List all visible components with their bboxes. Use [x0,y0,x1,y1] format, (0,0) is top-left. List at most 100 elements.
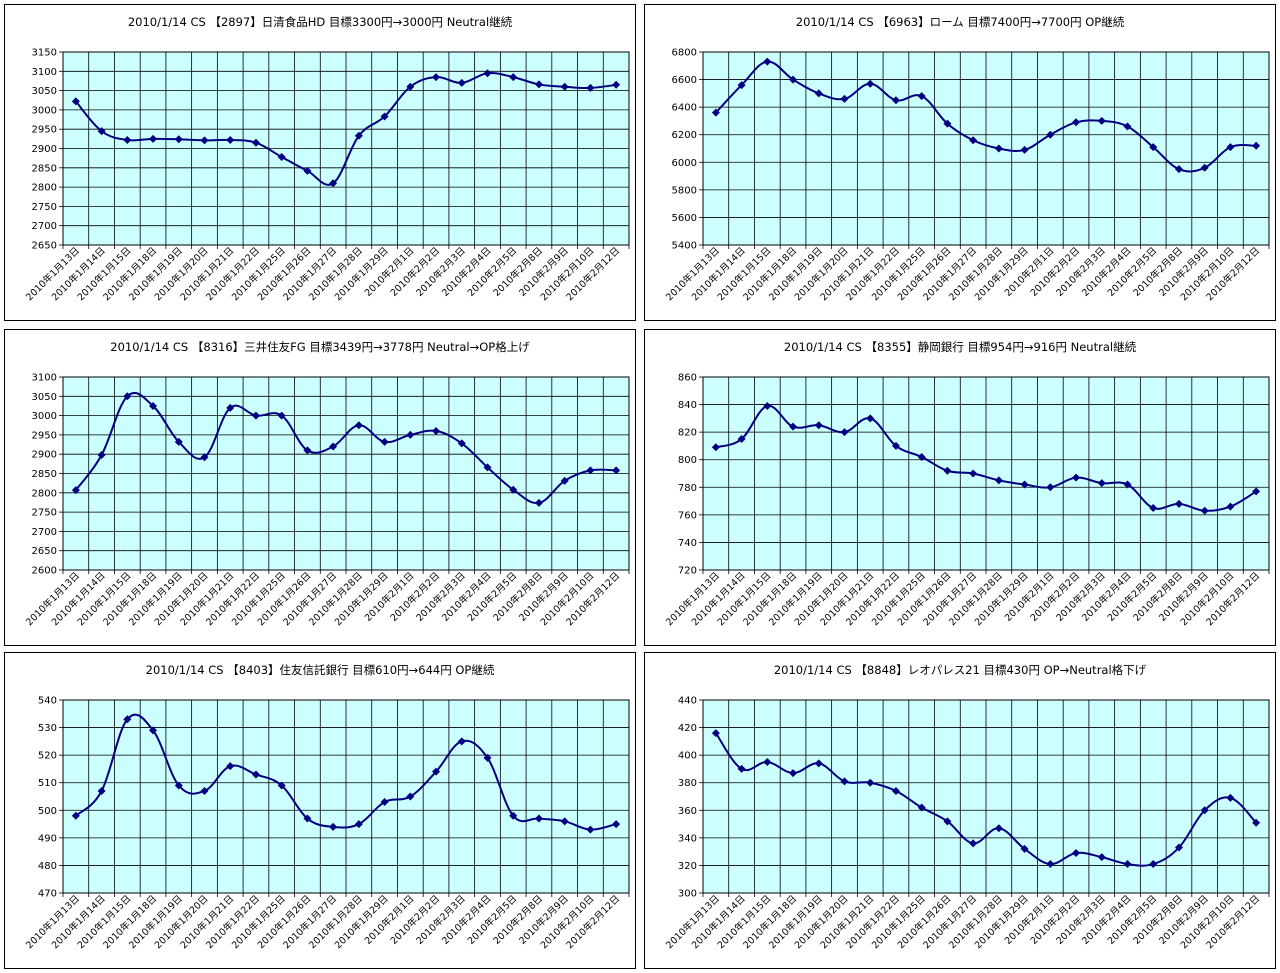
chart-panel-2897: 2010/1/14 CS 【2897】日清食品HD 目標3300円→3000円 … [4,4,636,321]
data-point [1072,849,1081,858]
data-point [1123,122,1132,131]
data-point [1072,118,1081,127]
y-tick-label: 480 [38,861,57,872]
data-point [174,135,183,144]
y-tick-label: 3050 [32,392,57,403]
y-tick-label: 500 [38,806,57,817]
data-point [737,81,746,90]
data-point [226,136,235,145]
y-tick-label: 6600 [672,75,697,86]
y-tick-label: 6800 [672,48,697,59]
chart-title: 2010/1/14 CS 【8848】レオパレス21 目標430円 OP→Neu… [773,663,1147,677]
data-point [969,839,978,848]
data-point [789,769,798,778]
data-point [1020,480,1029,489]
data-point [1097,479,1106,488]
data-point [560,817,569,826]
data-point [586,83,595,92]
chart-title: 2010/1/14 CS 【8316】三井住友FG 目標3439円→3778円 … [110,340,530,354]
data-point [866,778,875,787]
data-point [1097,116,1106,125]
data-point [354,820,363,829]
y-tick-label: 740 [678,538,697,549]
data-point [586,466,595,475]
data-point [509,73,518,82]
data-point [1046,483,1055,492]
data-point [329,442,338,451]
y-tick-label: 540 [38,696,57,707]
data-point [917,452,926,461]
series-line [715,60,1257,173]
data-point [534,498,543,507]
data-point [303,166,312,175]
data-point [560,82,569,91]
data-point [71,811,80,820]
data-point [711,729,720,738]
y-tick-label: 5800 [672,185,697,196]
data-point [251,411,260,420]
data-point [1252,818,1261,827]
data-point [1046,860,1055,869]
data-point [1226,793,1235,802]
data-point [354,131,363,140]
data-point [457,78,466,87]
y-tick-label: 2750 [32,202,57,213]
chart-title: 2010/1/14 CS 【2897】日清食品HD 目標3300円→3000円 … [127,15,513,29]
y-tick-label: 440 [678,696,697,707]
y-tick-label: 2900 [32,144,57,155]
y-tick-label: 2700 [32,221,57,232]
chart-title: 2010/1/14 CS 【8355】静岡銀行 目標954円→916円 Neut… [783,340,1137,354]
data-point [891,786,900,795]
data-point [200,136,209,145]
y-tick-label: 2900 [32,450,57,461]
data-point [1149,503,1158,512]
data-point [509,485,518,494]
data-point [226,403,235,412]
y-tick-label: 3000 [32,105,57,116]
data-point [1149,860,1158,869]
data-point [1200,806,1209,815]
data-point [711,443,720,452]
data-point [1174,499,1183,508]
data-point [917,92,926,101]
data-point [969,136,978,145]
chart-title: 2010/1/14 CS 【6963】ローム 目標7400円→7700円 OP継… [795,15,1125,29]
series-line [75,391,617,504]
data-point [840,777,849,786]
data-point [71,97,80,106]
data-point [763,57,772,66]
data-point [1123,480,1132,489]
series-line [715,732,1257,867]
data-point [866,414,875,423]
data-point [711,108,720,117]
data-point [406,792,415,801]
chart-panel-8848: 2010/1/14 CS 【8848】レオパレス21 目標430円 OP→Neu… [644,652,1276,969]
y-tick-label: 840 [678,400,697,411]
y-tick-label: 800 [678,455,697,466]
y-tick-label: 340 [678,833,697,844]
y-tick-label: 2650 [32,241,57,252]
y-tick-label: 6400 [672,103,697,114]
y-tick-label: 780 [678,483,697,494]
data-point [534,814,543,823]
y-tick-label: 3050 [32,86,57,97]
data-point [586,825,595,834]
data-point [891,441,900,450]
chart-svg: 4704804905005105205305402010年1月13日2010年1… [23,696,630,951]
y-tick-label: 2700 [32,527,57,538]
data-point [917,803,926,812]
data-point [149,726,158,735]
data-point [277,152,286,161]
data-point [483,753,492,762]
y-tick-label: 2800 [32,488,57,499]
data-point [457,439,466,448]
data-point [277,411,286,420]
y-tick-label: 300 [678,889,697,900]
data-point [943,817,952,826]
chart-panel-8316: 2010/1/14 CS 【8316】三井住友FG 目標3439円→3778円 … [4,329,636,646]
data-point [1200,163,1209,172]
data-point [814,421,823,430]
chart-panel-8355: 2010/1/14 CS 【8355】静岡銀行 目標954円→916円 Neut… [644,329,1276,646]
y-tick-label: 2950 [32,125,57,136]
data-point [483,69,492,78]
